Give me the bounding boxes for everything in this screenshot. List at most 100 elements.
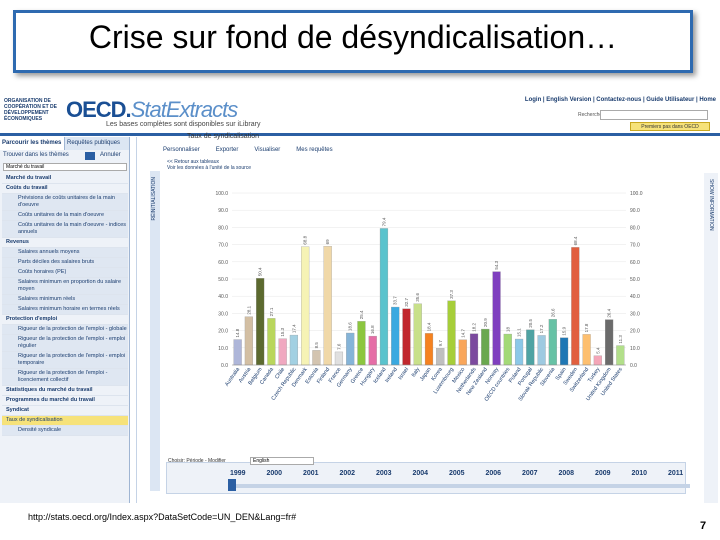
tree-item[interactable]: Coûts unitaires de la main d'oeuvre - in… xyxy=(2,221,128,238)
bar[interactable] xyxy=(548,319,557,366)
tree-item[interactable]: Syndicat xyxy=(2,406,128,416)
top-links[interactable]: Login | English Version | Contactez-nous… xyxy=(524,97,716,103)
tab-requetes[interactable]: Requêtes publiques xyxy=(65,137,130,150)
bar[interactable] xyxy=(233,339,242,366)
tree-item[interactable]: Coûts horaires (PE) xyxy=(2,268,128,278)
find-go-button[interactable] xyxy=(85,152,95,160)
year-label[interactable]: 2007 xyxy=(522,470,538,477)
slider-handle[interactable] xyxy=(228,479,236,491)
bar[interactable] xyxy=(244,316,253,366)
oecd-logo[interactable]: OECD.StatExtracts xyxy=(66,97,238,123)
category-label: Ireland xyxy=(384,367,399,384)
bar[interactable] xyxy=(492,271,501,366)
bar[interactable] xyxy=(357,321,366,366)
year-label[interactable]: 2006 xyxy=(485,470,502,477)
bar[interactable] xyxy=(582,334,591,366)
bar[interactable] xyxy=(571,247,580,366)
tree-item[interactable]: Rigueur de la protection de l'emploi - e… xyxy=(2,335,128,352)
year-label[interactable]: 2010 xyxy=(631,470,648,477)
toolbar-personnaliser[interactable]: Personnaliser xyxy=(163,147,200,153)
bar[interactable] xyxy=(323,246,332,366)
tree-item[interactable]: Coûts du travail xyxy=(2,184,128,194)
tree-item[interactable]: Revenus xyxy=(2,238,128,248)
tree-item[interactable]: Salaires minimum horaire en termes réels xyxy=(2,305,128,315)
tree-item[interactable]: Statistiques du marché du travail xyxy=(2,386,128,396)
bar[interactable] xyxy=(278,338,287,366)
bar[interactable] xyxy=(559,337,569,366)
bar[interactable] xyxy=(301,246,310,366)
bar[interactable] xyxy=(424,333,434,366)
bar[interactable] xyxy=(256,278,265,366)
bar[interactable] xyxy=(514,338,524,366)
tree-item[interactable]: Salaires annuels moyens xyxy=(2,248,128,258)
year-label[interactable]: 2000 xyxy=(266,470,283,477)
year-label[interactable]: 2003 xyxy=(376,470,392,477)
tree-item[interactable]: Marché du travail xyxy=(2,174,128,184)
tree-item[interactable]: Taux de syndicalisation xyxy=(2,416,128,426)
bar[interactable] xyxy=(334,351,344,366)
nav-source-link[interactable]: Voir les données à l'unité de la source xyxy=(167,165,252,171)
y-tick-right: 100.0 xyxy=(630,191,643,197)
category-label: Japan xyxy=(419,367,433,383)
time-select[interactable]: English xyxy=(250,457,314,465)
toolbar-mes-requetes[interactable]: Mes requêtes xyxy=(296,147,333,153)
bar[interactable] xyxy=(413,303,422,366)
y-tick-left: 30.0 xyxy=(218,311,228,317)
premiers-button[interactable]: Premiers pas dans OECD xyxy=(630,122,710,131)
bar[interactable] xyxy=(526,329,535,366)
bar[interactable] xyxy=(289,334,299,366)
tree-item[interactable]: Densité syndicale xyxy=(2,426,128,436)
tree-item[interactable]: Rigueur de la protection de l'emploi - l… xyxy=(2,369,128,386)
tree-item[interactable]: Programmes du marché du travail xyxy=(2,396,128,406)
toolbar-visualiser[interactable]: Visualiser xyxy=(254,147,281,153)
tree-item[interactable]: Rigueur de la protection de l'emploi - e… xyxy=(2,352,128,369)
tree-item[interactable]: Salaires minimum réels xyxy=(2,295,128,305)
tab-parcourir[interactable]: Parcourir les thèmes xyxy=(0,137,65,150)
bar[interactable] xyxy=(391,306,400,366)
year-label[interactable]: 2004 xyxy=(412,470,429,477)
bar[interactable] xyxy=(379,228,389,366)
y-tick-right: 10.0 xyxy=(630,346,640,352)
tree-item[interactable]: Protection d'emploi xyxy=(2,315,128,325)
bar[interactable] xyxy=(267,318,276,366)
bar[interactable] xyxy=(312,350,321,366)
bar[interactable] xyxy=(447,300,456,366)
search-input[interactable] xyxy=(600,110,708,120)
bar[interactable] xyxy=(481,328,490,366)
bar-value-label: 15.3 xyxy=(280,327,285,336)
slider-track[interactable] xyxy=(230,484,690,488)
right-strip[interactable] xyxy=(704,173,718,503)
year-label[interactable]: 2001 xyxy=(303,470,319,477)
toolbar-exporter[interactable]: Exporter xyxy=(215,147,239,153)
bar[interactable] xyxy=(368,335,377,366)
bar[interactable] xyxy=(346,332,355,366)
year-label[interactable]: 2005 xyxy=(449,470,465,477)
bar[interactable] xyxy=(593,355,602,366)
bar[interactable] xyxy=(469,333,479,366)
left-strip[interactable] xyxy=(150,171,160,491)
bar[interactable] xyxy=(605,319,614,366)
bar[interactable] xyxy=(402,308,411,366)
year-label[interactable]: 2011 xyxy=(668,470,684,477)
tree-item[interactable]: Rigueur de la protection de l'emploi - g… xyxy=(2,325,128,335)
year-label[interactable]: 2002 xyxy=(339,470,356,477)
bar[interactable] xyxy=(436,348,445,366)
year-label[interactable]: 2009 xyxy=(595,470,611,477)
clear-link[interactable]: Annuler xyxy=(100,152,121,158)
theme-select[interactable]: Marché du travail xyxy=(3,163,127,171)
tree-item[interactable]: Prévisions de coûts unitaires de la main… xyxy=(2,194,128,211)
tree-item[interactable]: Parts déciles des salaires bruts xyxy=(2,258,128,268)
bar[interactable] xyxy=(537,335,546,366)
search-label: Rechercher xyxy=(578,112,604,118)
toolbar: Personnaliser Exporter Visualiser Mes re… xyxy=(163,147,333,153)
y-tick-right: 50.0 xyxy=(630,277,640,283)
bar[interactable] xyxy=(503,333,512,366)
tree-item[interactable]: Coûts unitaires de la main d'oeuvre xyxy=(2,211,128,221)
y-tick-left: 80.0 xyxy=(218,225,228,231)
year-label[interactable]: 2008 xyxy=(558,470,575,477)
bar[interactable] xyxy=(616,345,625,366)
bar[interactable] xyxy=(458,339,467,366)
nav-back-link[interactable]: << Retour aux tableaux xyxy=(167,159,219,165)
tree-item[interactable]: Salaires minimum en proportion du salair… xyxy=(2,278,128,295)
year-label[interactable]: 1999 xyxy=(230,470,246,477)
